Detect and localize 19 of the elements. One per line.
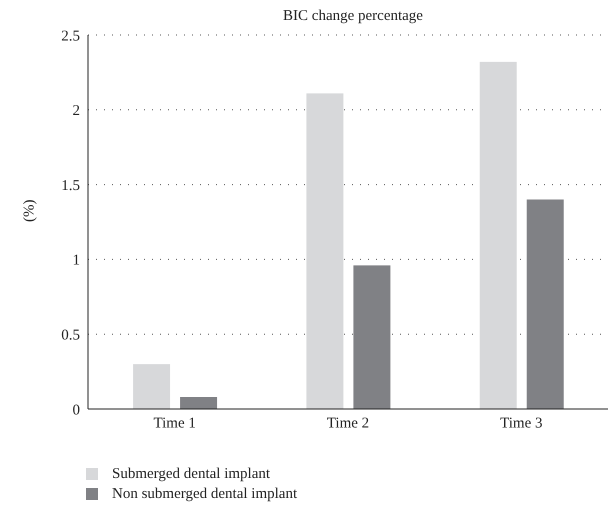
bar [480, 62, 517, 409]
y-tick-label: 2 [72, 103, 80, 120]
y-tick-label: 1.5 [61, 178, 80, 194]
bar [353, 265, 390, 409]
y-tick-label: 0.5 [61, 328, 80, 344]
y-tick-label: 2.5 [61, 28, 80, 44]
legend-label: Submerged dental implant [112, 466, 270, 482]
bar [526, 200, 564, 409]
y-tick-label: 0 [72, 402, 80, 418]
bar [180, 397, 218, 409]
chart-title: BIC change percentage [282, 8, 424, 26]
legend-label: Non submerged dental implant [112, 486, 298, 502]
x-tick-label: Time 1 [153, 416, 196, 432]
y-tick-label: 1 [72, 252, 80, 269]
x-tick-label: Time 3 [500, 416, 543, 432]
bar [306, 93, 344, 409]
bar [133, 364, 170, 409]
y-axis-title: (%) [21, 200, 38, 222]
x-tick-label: Time 2 [326, 416, 370, 432]
